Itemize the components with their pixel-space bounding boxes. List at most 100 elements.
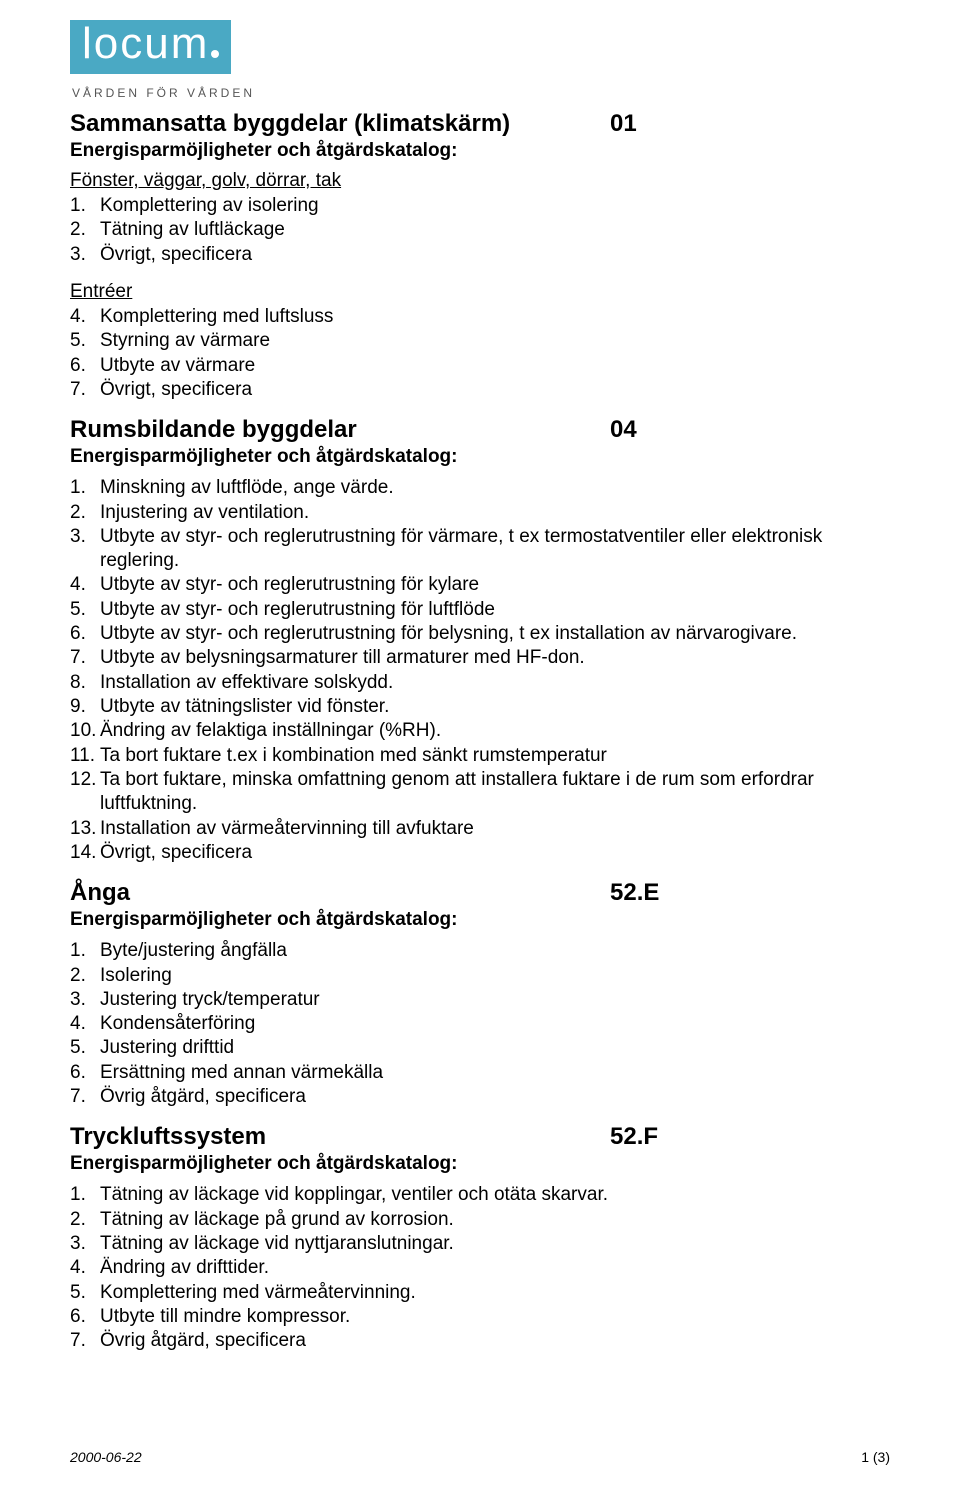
section-title: Tryckluftssystem bbox=[70, 1123, 610, 1151]
section-code: 52.F bbox=[610, 1123, 658, 1151]
list-item: 4.Utbyte av styr- och reglerutrustning f… bbox=[70, 573, 890, 597]
list-item-number: 2. bbox=[70, 218, 100, 242]
logo-text: locum bbox=[70, 20, 231, 74]
list-item: 4.Kondensåterföring bbox=[70, 1012, 890, 1036]
list-item-number: 11. bbox=[70, 744, 100, 768]
list-item: 7.Övrig åtgärd, specificera bbox=[70, 1085, 890, 1109]
list-item-number: 5. bbox=[70, 1036, 100, 1060]
list-item-text: Komplettering med luftsluss bbox=[100, 305, 890, 329]
list-item: 8.Installation av effektivare solskydd. bbox=[70, 671, 890, 695]
list-item-number: 2. bbox=[70, 964, 100, 988]
footer-page: 1 (3) bbox=[861, 1449, 890, 1465]
list-item-number: 1. bbox=[70, 939, 100, 963]
list-item: 6.Utbyte till mindre kompressor. bbox=[70, 1305, 890, 1329]
list-item-number: 1. bbox=[70, 476, 100, 500]
list-item-number: 6. bbox=[70, 354, 100, 378]
list-item-text: Tätning av luftläckage bbox=[100, 218, 890, 242]
list-item-text: Ta bort fuktare, minska omfattning genom… bbox=[100, 768, 890, 817]
list-item-number: 12. bbox=[70, 768, 100, 817]
numbered-list: 1.Minskning av luftflöde, ange värde.2.I… bbox=[70, 476, 890, 865]
section-header: Sammansatta byggdelar (klimatskärm)01 bbox=[70, 110, 890, 138]
list-item-text: Byte/justering ångfälla bbox=[100, 939, 890, 963]
page-footer: 2000-06-22 1 (3) bbox=[70, 1449, 890, 1465]
list-item-number: 3. bbox=[70, 243, 100, 267]
section-code: 01 bbox=[610, 110, 637, 138]
list-item: 1.Tätning av läckage vid kopplingar, ven… bbox=[70, 1183, 890, 1207]
section-code: 52.E bbox=[610, 879, 659, 907]
list-item-number: 7. bbox=[70, 646, 100, 670]
list-item: 3.Tätning av läckage vid nyttjaranslutni… bbox=[70, 1232, 890, 1256]
list-item: 5.Komplettering med värmeåtervinning. bbox=[70, 1281, 890, 1305]
list-item-number: 5. bbox=[70, 329, 100, 353]
list-item-number: 10. bbox=[70, 719, 100, 743]
list-item: 6.Ersättning med annan värmekälla bbox=[70, 1061, 890, 1085]
list-item: 6.Utbyte av värmare bbox=[70, 354, 890, 378]
section-header: Tryckluftssystem52.F bbox=[70, 1123, 890, 1151]
list-item: 5.Utbyte av styr- och reglerutrustning f… bbox=[70, 598, 890, 622]
list-item: 9.Utbyte av tätningslister vid fönster. bbox=[70, 695, 890, 719]
list-item-text: Isolering bbox=[100, 964, 890, 988]
list-item-text: Justering drifttid bbox=[100, 1036, 890, 1060]
list-item-number: 4. bbox=[70, 1256, 100, 1280]
section-subheader: Energisparmöjligheter och åtgärdskatalog… bbox=[70, 446, 890, 468]
list-item-text: Ersättning med annan värmekälla bbox=[100, 1061, 890, 1085]
list-item-text: Ändring av drifttider. bbox=[100, 1256, 890, 1280]
list-item-text: Utbyte av tätningslister vid fönster. bbox=[100, 695, 890, 719]
logo: locum bbox=[70, 20, 890, 82]
list-item-number: 4. bbox=[70, 573, 100, 597]
numbered-list: 1.Komplettering av isolering2.Tätning av… bbox=[70, 194, 890, 267]
list-item-number: 9. bbox=[70, 695, 100, 719]
list-item-number: 1. bbox=[70, 194, 100, 218]
list-item-number: 6. bbox=[70, 1061, 100, 1085]
section-subheader: Energisparmöjligheter och åtgärdskatalog… bbox=[70, 1153, 890, 1175]
list-item-text: Övrig åtgärd, specificera bbox=[100, 1329, 890, 1353]
list-item-number: 6. bbox=[70, 1305, 100, 1329]
list-item-text: Styrning av värmare bbox=[100, 329, 890, 353]
list-item-number: 8. bbox=[70, 671, 100, 695]
footer-date: 2000-06-22 bbox=[70, 1449, 142, 1465]
list-item: 2.Isolering bbox=[70, 964, 890, 988]
list-item-number: 4. bbox=[70, 305, 100, 329]
list-item-number: 7. bbox=[70, 1329, 100, 1353]
list-item-number: 3. bbox=[70, 1232, 100, 1256]
list-item: 2.Tätning av läckage på grund av korrosi… bbox=[70, 1208, 890, 1232]
numbered-list: 1.Tätning av läckage vid kopplingar, ven… bbox=[70, 1183, 890, 1353]
list-item: 3.Justering tryck/temperatur bbox=[70, 988, 890, 1012]
list-item-text: Ändring av felaktiga inställningar (%RH)… bbox=[100, 719, 890, 743]
list-item: 10.Ändring av felaktiga inställningar (%… bbox=[70, 719, 890, 743]
numbered-list: 1.Byte/justering ångfälla2.Isolering3.Ju… bbox=[70, 939, 890, 1109]
list-item-text: Utbyte av styr- och reglerutrustning för… bbox=[100, 573, 890, 597]
section-title: Ånga bbox=[70, 879, 610, 907]
list-item-number: 2. bbox=[70, 501, 100, 525]
list-item-text: Övrigt, specificera bbox=[100, 378, 890, 402]
list-item-text: Utbyte av belysningsarmaturer till armat… bbox=[100, 646, 890, 670]
list-item-text: Utbyte av styr- och reglerutrustning för… bbox=[100, 622, 890, 646]
list-item-text: Tätning av läckage vid nyttjaranslutning… bbox=[100, 1232, 890, 1256]
section-title: Rumsbildande byggdelar bbox=[70, 416, 610, 444]
list-item-text: Kondensåterföring bbox=[100, 1012, 890, 1036]
section-title: Sammansatta byggdelar (klimatskärm) bbox=[70, 110, 610, 138]
list-item-text: Installation av effektivare solskydd. bbox=[100, 671, 890, 695]
list-item-text: Injustering av ventilation. bbox=[100, 501, 890, 525]
list-item: 2.Injustering av ventilation. bbox=[70, 501, 890, 525]
list-item-number: 7. bbox=[70, 378, 100, 402]
list-item: 5.Justering drifttid bbox=[70, 1036, 890, 1060]
list-item-text: Komplettering med värmeåtervinning. bbox=[100, 1281, 890, 1305]
list-item-number: 7. bbox=[70, 1085, 100, 1109]
group-label: Fönster, väggar, golv, dörrar, tak bbox=[70, 170, 890, 192]
section-header: Rumsbildande byggdelar04 bbox=[70, 416, 890, 444]
list-item-text: Övrigt, specificera bbox=[100, 841, 890, 865]
section-subheader: Energisparmöjligheter och åtgärdskatalog… bbox=[70, 140, 890, 162]
list-item-text: Tätning av läckage vid kopplingar, venti… bbox=[100, 1183, 890, 1207]
list-item: 12.Ta bort fuktare, minska omfattning ge… bbox=[70, 768, 890, 817]
list-item-number: 5. bbox=[70, 1281, 100, 1305]
list-item-number: 4. bbox=[70, 1012, 100, 1036]
list-item: 13.Installation av värmeåtervinning till… bbox=[70, 817, 890, 841]
list-item: 7.Övrigt, specificera bbox=[70, 378, 890, 402]
list-item-text: Ta bort fuktare t.ex i kombination med s… bbox=[100, 744, 890, 768]
list-item-text: Utbyte av värmare bbox=[100, 354, 890, 378]
list-item-text: Installation av värmeåtervinning till av… bbox=[100, 817, 890, 841]
list-item: 7.Utbyte av belysningsarmaturer till arm… bbox=[70, 646, 890, 670]
list-item-text: Övrig åtgärd, specificera bbox=[100, 1085, 890, 1109]
list-item: 4.Komplettering med luftsluss bbox=[70, 305, 890, 329]
